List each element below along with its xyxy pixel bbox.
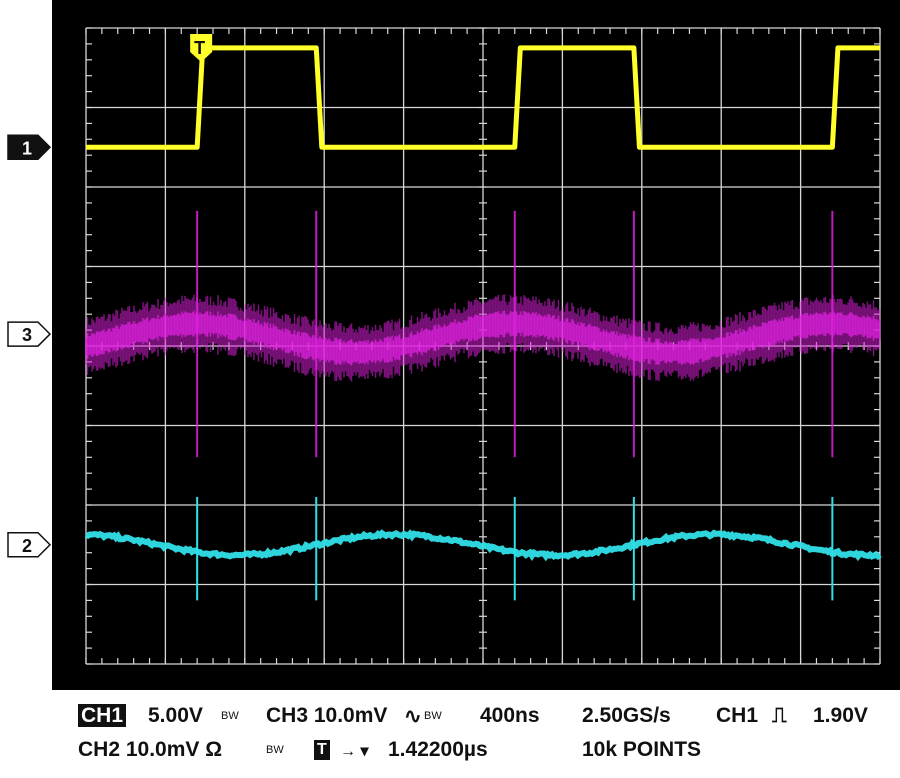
ch2-marker-shape [7, 532, 52, 558]
ch2-scale: CH2 10.0mV Ω [78, 738, 223, 761]
timebase: 400ns [480, 704, 540, 727]
ch1-trace [86, 45, 880, 150]
ch2-trace [84, 529, 882, 562]
status-line-2: CH2 10.0mV Ω BW T → ▾ 1.42200µs 10k POIN… [0, 736, 900, 766]
status-line-1: CH1 5.00V BW CH3 10.0mV ∿ BW 400ns 2.50G… [0, 702, 900, 732]
ch3-marker: 3 [7, 321, 52, 347]
ch1-scale: 5.00V [148, 704, 203, 727]
trigger-level: 1.90V [813, 704, 868, 727]
trigger-position-icon: T [314, 740, 330, 760]
sample-rate: 2.50GS/s [582, 704, 671, 727]
ch3-marker-shape [7, 321, 52, 347]
record-length: 10k POINTS [582, 738, 702, 761]
ch3-bw-limit: BW [424, 710, 442, 722]
ch1-label: CH1 [78, 704, 127, 727]
ch1-marker-label: 1 [22, 138, 32, 158]
trigger-marker-label: T [194, 38, 205, 58]
channel-markers: 1 3 2 T [7, 34, 213, 558]
trigger-position-arrow: → ▾ [340, 743, 369, 760]
ch2-marker-label: 2 [22, 536, 32, 556]
trigger-marker-shape [190, 34, 213, 62]
ch2-bw-limit: BW [266, 744, 284, 756]
ch1-marker-shape [7, 134, 52, 160]
ch2-marker: 2 [7, 532, 52, 558]
rising-edge-icon: ⎍ [772, 704, 787, 727]
trigger-position: 1.42200µs [388, 738, 488, 761]
ch3-marker-label: 3 [22, 325, 32, 345]
ch3-scale: CH3 10.0mV [266, 704, 388, 727]
ch1-bw-limit: BW [221, 710, 239, 722]
ch3-coupling-icon: ∿ [404, 705, 422, 728]
trigger-marker: T [190, 34, 213, 62]
waveform-traces [84, 45, 882, 601]
ch3-trace [85, 210, 881, 458]
ch1-marker: 1 [7, 134, 52, 160]
oscilloscope-display: 1 3 2 T [7, 0, 900, 690]
trigger-source: CH1 [716, 704, 759, 727]
